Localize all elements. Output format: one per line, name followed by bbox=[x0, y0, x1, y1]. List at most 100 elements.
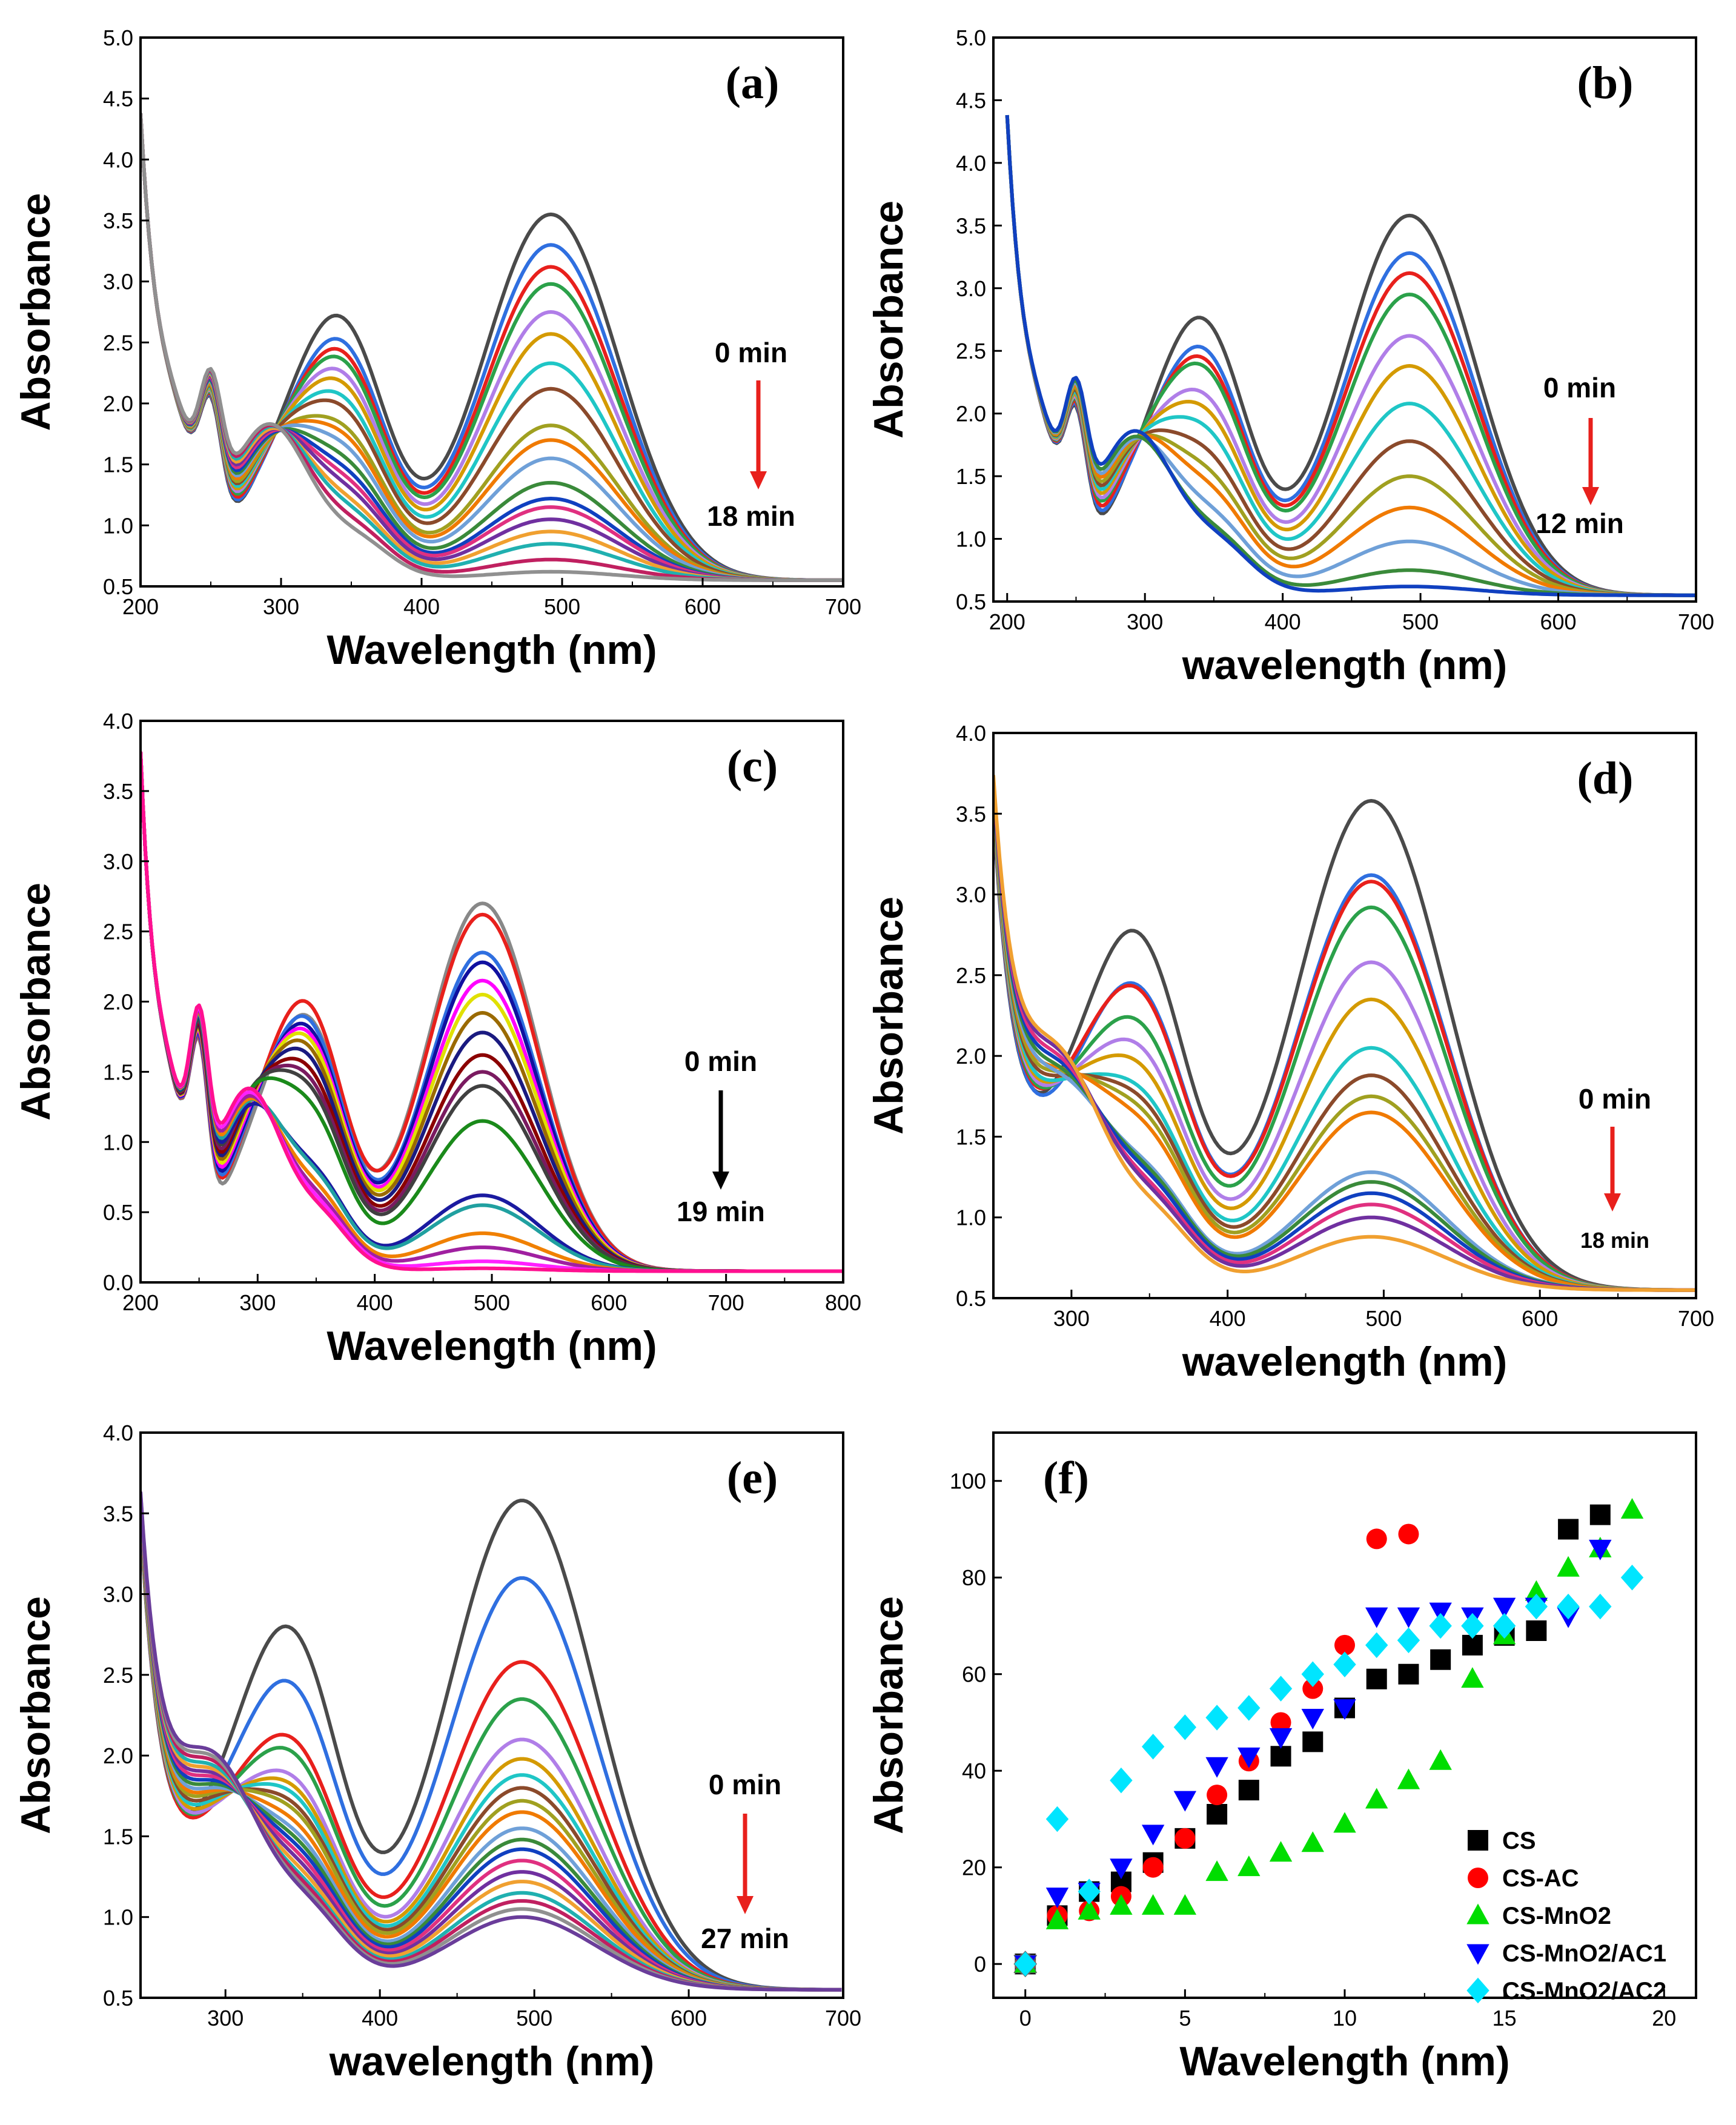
y-tick-label: 1.5 bbox=[103, 1059, 133, 1084]
data-point bbox=[1366, 1528, 1387, 1550]
data-point bbox=[1365, 1607, 1388, 1628]
y-axis-label: Absorbance bbox=[866, 201, 912, 439]
data-point bbox=[1557, 1556, 1580, 1577]
data-point bbox=[1301, 1661, 1324, 1687]
data-point bbox=[1397, 1768, 1420, 1789]
data-point bbox=[1205, 1705, 1228, 1731]
time-start-label: 0 min bbox=[715, 337, 787, 368]
y-tick-label: 3.0 bbox=[103, 849, 133, 874]
data-point bbox=[1589, 1593, 1612, 1620]
y-tick-label: 4.5 bbox=[103, 87, 133, 111]
y-tick-label: 1.0 bbox=[956, 1205, 986, 1230]
data-point bbox=[1301, 1709, 1324, 1730]
y-tick-label: 4.0 bbox=[103, 1421, 133, 1445]
spectrum-curve bbox=[141, 751, 843, 1273]
y-tick-label: 1.0 bbox=[103, 1905, 133, 1930]
data-point bbox=[1078, 1898, 1101, 1920]
x-tick-label: 500 bbox=[474, 1290, 510, 1315]
data-point bbox=[1173, 1714, 1197, 1740]
data-point bbox=[1013, 1951, 1038, 1978]
data-point bbox=[1525, 1580, 1548, 1601]
panel-label: (b) bbox=[1577, 58, 1634, 108]
data-point bbox=[1365, 1632, 1388, 1659]
spectrum-curve bbox=[141, 113, 843, 582]
y-tick-label: 1.5 bbox=[956, 464, 986, 489]
y-tick-label: 3.0 bbox=[103, 270, 133, 294]
y-tick-label: 0.5 bbox=[956, 1286, 986, 1311]
x-tick-label: 300 bbox=[239, 1290, 276, 1315]
y-tick-label: 1.5 bbox=[956, 1124, 986, 1149]
data-point bbox=[1207, 1785, 1228, 1806]
panel-label: (e) bbox=[727, 1453, 778, 1503]
spectrum-curve bbox=[993, 775, 1696, 1292]
y-tick-label: 1.5 bbox=[103, 1824, 133, 1849]
y-tick-label: 4.0 bbox=[103, 709, 133, 734]
data-point bbox=[1205, 1757, 1228, 1778]
x-tick-label: 600 bbox=[1540, 609, 1577, 634]
panel-d: 300 400 500 600 700 0.5 1.0 1.5 2.0 2.5 3.0 3.5 4.0 w… bbox=[866, 721, 1714, 1385]
y-tick-label: 2.0 bbox=[956, 1044, 986, 1069]
time-arrow-head bbox=[750, 471, 767, 489]
data-point bbox=[1365, 1788, 1388, 1809]
y-tick-label: 3.5 bbox=[956, 801, 986, 826]
x-tick-label: 700 bbox=[825, 594, 861, 619]
y-tick-label: 2.0 bbox=[103, 391, 133, 416]
spectrum-curve bbox=[993, 795, 1696, 1292]
x-tick-label: 600 bbox=[591, 1290, 627, 1315]
panel-c: 200 300 400 500 600 700 800 0.0 0.5 1.0 1.5 2.0 2.5 3… bbox=[13, 709, 861, 1369]
data-point bbox=[1589, 1504, 1611, 1525]
y-tick-label: 1.5 bbox=[103, 453, 133, 477]
plot-frame bbox=[139, 36, 844, 588]
x-tick-label: 800 bbox=[825, 1290, 861, 1315]
data-point bbox=[1173, 1791, 1197, 1812]
data-point bbox=[1430, 1649, 1451, 1670]
plot-frame bbox=[139, 1431, 844, 1999]
spectrum-curve bbox=[141, 752, 843, 1273]
y-tick-label: 3.5 bbox=[103, 1501, 133, 1526]
panel-label: (c) bbox=[727, 741, 778, 792]
y-tick-label: 4.0 bbox=[103, 147, 133, 172]
y-axis-label: Absorbance bbox=[13, 1596, 59, 1834]
data-point bbox=[1237, 1855, 1261, 1877]
data-point bbox=[1110, 1767, 1133, 1794]
data-point bbox=[1205, 1860, 1228, 1881]
spectrum-curve bbox=[141, 752, 843, 1273]
data-point bbox=[1142, 1857, 1164, 1878]
data-point bbox=[1461, 1667, 1484, 1688]
x-tick-label: 700 bbox=[1678, 1306, 1714, 1331]
spectra-group bbox=[993, 775, 1696, 1292]
x-tick-label: 300 bbox=[1127, 609, 1163, 634]
data-point bbox=[1238, 1780, 1259, 1801]
spectrum-curve bbox=[993, 799, 1696, 1292]
x-tick-label: 200 bbox=[989, 609, 1025, 634]
y-tick-label: 0 bbox=[974, 1952, 986, 1977]
y-axis-label: Absorbance bbox=[866, 1596, 912, 1834]
legend-label: CS-AC bbox=[1502, 1865, 1579, 1892]
x-tick-label: 700 bbox=[825, 2006, 861, 2031]
data-point bbox=[1174, 1828, 1196, 1849]
spectrum-curve bbox=[141, 1513, 842, 1992]
spectrum-curve bbox=[141, 1519, 842, 1992]
spectrum-curve bbox=[141, 1491, 842, 1992]
data-point bbox=[1525, 1593, 1548, 1620]
data-point bbox=[1589, 1539, 1612, 1560]
spectra-group bbox=[141, 751, 843, 1273]
x-tick-label: 600 bbox=[671, 2006, 707, 2031]
data-point bbox=[1397, 1607, 1420, 1628]
data-point bbox=[1398, 1523, 1419, 1545]
x-tick-label: 300 bbox=[1053, 1306, 1090, 1331]
spectra-group bbox=[141, 1491, 842, 1992]
x-tick-label: 600 bbox=[684, 594, 721, 619]
x-tick-label: 200 bbox=[122, 1290, 159, 1315]
data-point bbox=[1110, 1894, 1133, 1915]
y-tick-label: 4.5 bbox=[956, 88, 986, 113]
spectrum-curve bbox=[141, 1493, 842, 1992]
data-point bbox=[1270, 1712, 1291, 1733]
data-point bbox=[1620, 1498, 1644, 1519]
y-axis-label: Absorbance bbox=[866, 897, 912, 1135]
plot-frame bbox=[139, 720, 844, 1284]
spectra-group bbox=[1005, 114, 1696, 597]
panel-f: 0 5 10 15 20 0 20 40 60 80 100 Wavelength (nm) Absor… bbox=[866, 1431, 1697, 2084]
time-start-label: 0 min bbox=[684, 1046, 757, 1077]
y-tick-label: 100 bbox=[950, 1469, 986, 1494]
